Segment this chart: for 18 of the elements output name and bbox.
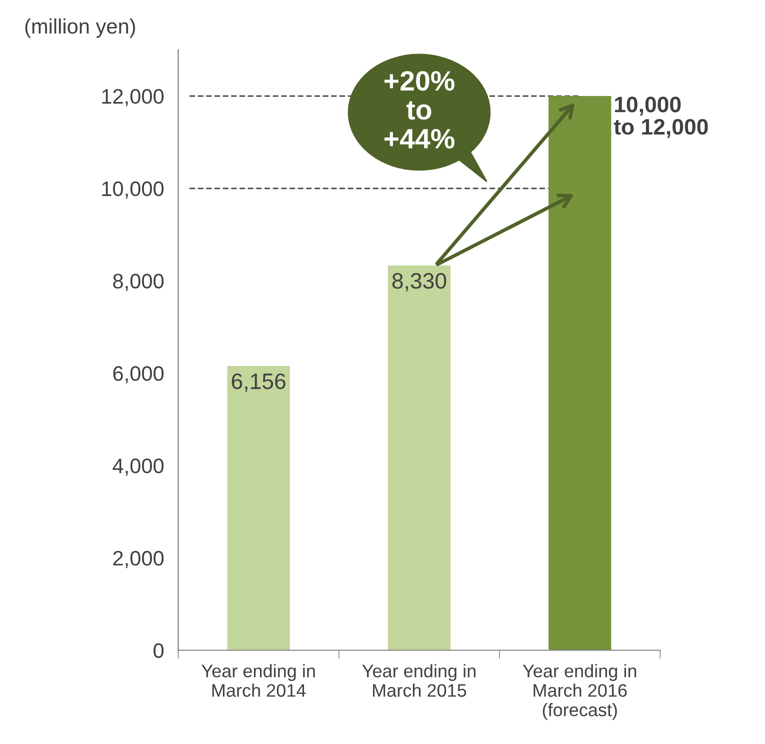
annotation: +20% to +44% (384, 71, 454, 149)
x-tick-label: Year ending in March 2015 (362, 664, 476, 697)
bar (388, 266, 451, 650)
bar (548, 96, 612, 650)
data-label: 6,156 (232, 373, 286, 392)
annotation: 10,000 to 12,000 (614, 96, 708, 138)
y-tick-label: 0 (154, 643, 164, 658)
bar (227, 366, 290, 650)
y-tick-label: 2,000 (113, 550, 164, 568)
y-tick-label: 4,000 (112, 458, 164, 476)
y-tick-label: 8,000 (113, 274, 164, 291)
y-axis-title: (million yen) (25, 18, 136, 38)
y-tick-label: 12,000 (102, 89, 164, 106)
x-tick-label: Year ending in March 2014 (202, 664, 315, 697)
x-tick-label: Year ending in March 2016 (forecast) (522, 664, 636, 720)
y-tick-label: 6,000 (113, 366, 164, 384)
data-label: 8,330 (392, 273, 446, 292)
y-tick-label: 10,000 (102, 181, 164, 199)
